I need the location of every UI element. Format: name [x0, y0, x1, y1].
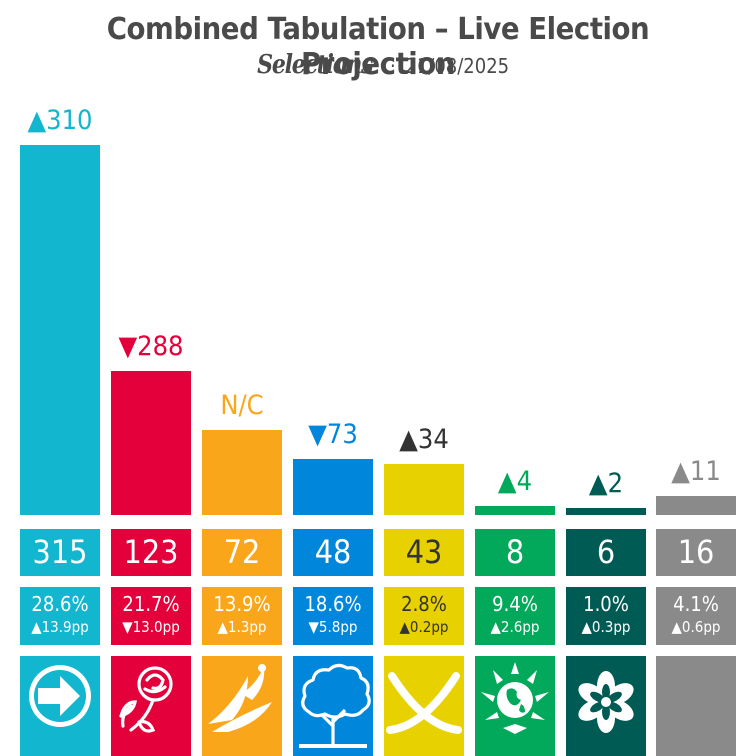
brand-logo: Selections — [257, 50, 373, 80]
vote-share-box: 28.6% ▲13.9pp — [20, 587, 100, 645]
seat-change-label: ▼73 — [308, 418, 358, 450]
seat-bar — [656, 496, 736, 515]
vote-share-box: 2.8% ▲0.2pp — [384, 587, 464, 645]
vote-share-box: 9.4% ▲2.6pp — [475, 587, 555, 645]
bird-logo-icon — [202, 656, 282, 756]
seat-bar — [111, 370, 191, 515]
vote-share-label: 2.8% — [401, 592, 447, 616]
vote-share-box: 13.9% ▲1.3pp — [202, 587, 282, 645]
tree-logo-icon — [293, 656, 373, 756]
vote-change-label: ▲0.6pp — [671, 618, 721, 636]
vote-share-box: 1.0% ▲0.3pp — [566, 587, 646, 645]
seat-bar — [475, 505, 555, 515]
vote-share-label: 9.4% — [492, 592, 538, 616]
seat-bar — [566, 507, 646, 515]
seat-bar — [202, 430, 282, 515]
vote-share-label: 13.9% — [213, 592, 271, 616]
blank-logo — [656, 656, 736, 756]
seat-count: 16 — [656, 529, 736, 576]
seat-change-label: ▲11 — [671, 456, 721, 488]
vote-share-label: 21.7% — [122, 592, 180, 616]
seat-count: 48 — [293, 529, 373, 576]
seat-change-label: ▲34 — [399, 424, 449, 456]
seat-count: 72 — [202, 529, 282, 576]
seat-count: 6 — [566, 529, 646, 576]
seat-change-label: ▲2 — [588, 467, 624, 499]
vote-share-label: 1.0% — [583, 592, 629, 616]
saltire-logo-icon — [384, 656, 464, 756]
flower-logo-icon — [566, 656, 646, 756]
vote-change-label: ▲0.3pp — [581, 618, 631, 636]
vote-share-label: 18.6% — [304, 592, 362, 616]
seat-bar — [293, 458, 373, 515]
chart-date: 21/08/2025 — [405, 54, 510, 78]
vote-share-box: 21.7% ▼13.0pp — [111, 587, 191, 645]
chart-title: Combined Tabulation – Live Election Proj… — [106, 12, 650, 82]
vote-change-label: ▲2.6pp — [490, 618, 540, 636]
vote-change-label: ▲1.3pp — [217, 618, 267, 636]
seat-change-label: N/C — [220, 390, 264, 422]
rose-logo-icon — [111, 656, 191, 756]
seat-count: 123 — [111, 529, 191, 576]
seat-change-label: ▲4 — [497, 465, 533, 497]
vote-share-box: 4.1% ▲0.6pp — [656, 587, 736, 645]
seat-count: 43 — [384, 529, 464, 576]
seat-bar — [20, 145, 100, 515]
vote-share-box: 18.6% ▼5.8pp — [293, 587, 373, 645]
vote-share-label: 4.1% — [673, 592, 719, 616]
seat-change-label: ▲310 — [27, 105, 93, 136]
seat-count: 8 — [475, 529, 555, 576]
globe-logo-icon — [475, 656, 555, 756]
chart-subtitle: Selections · 21/08/2025 — [0, 50, 756, 80]
seat-change-label: ▼288 — [118, 330, 184, 362]
separator-dot: · — [389, 54, 396, 78]
seat-count: 315 — [20, 529, 100, 576]
vote-share-label: 28.6% — [31, 592, 89, 616]
vote-change-label: ▼13.0pp — [122, 618, 180, 636]
vote-change-label: ▲0.2pp — [399, 618, 449, 636]
vote-change-label: ▼5.8pp — [308, 618, 358, 636]
vote-change-label: ▲13.9pp — [31, 618, 89, 636]
seat-bar — [384, 464, 464, 515]
arrow-logo-icon — [20, 656, 100, 756]
